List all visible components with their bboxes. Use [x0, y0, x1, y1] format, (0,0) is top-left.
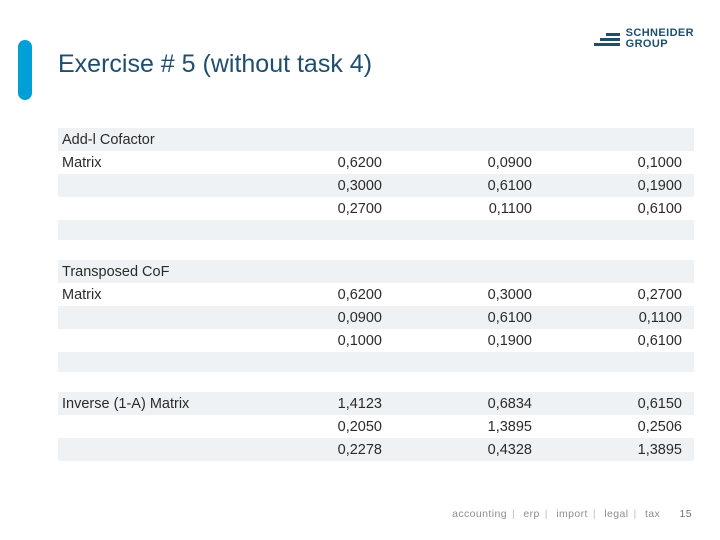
cell: 0,1900 — [544, 174, 694, 197]
cell-empty — [58, 197, 244, 220]
cell-empty — [544, 260, 694, 283]
cell-empty — [58, 438, 244, 461]
cell: 0,6200 — [244, 283, 394, 306]
cell: 0,2278 — [244, 438, 394, 461]
cell: 0,1000 — [244, 329, 394, 352]
cell: 0,6100 — [544, 197, 694, 220]
matrix-table: Add-l Cofactor Matrix 0,6200 0,0900 0,10… — [58, 128, 694, 461]
cell-empty — [544, 128, 694, 151]
footer-item: tax — [645, 508, 660, 520]
accent-bar — [18, 40, 32, 100]
cell: 0,6100 — [394, 306, 544, 329]
cell: 1,3895 — [544, 438, 694, 461]
cell: 0,6834 — [394, 392, 544, 415]
footer-item: accounting — [452, 508, 507, 520]
cell: 0,1100 — [394, 197, 544, 220]
cell-empty — [244, 260, 394, 283]
cell: 0,6200 — [244, 151, 394, 174]
cell: 0,2506 — [544, 415, 694, 438]
cell-empty — [394, 260, 544, 283]
cell: 0,3000 — [394, 283, 544, 306]
cell: 0,2700 — [544, 283, 694, 306]
brand-logo: SCHNEIDER GROUP — [594, 28, 694, 50]
cell-empty — [58, 329, 244, 352]
footer-item: import — [556, 508, 588, 520]
section-label-transposed-line1: Transposed CoF — [58, 260, 244, 283]
cell: 1,4123 — [244, 392, 394, 415]
cell: 0,6100 — [394, 174, 544, 197]
footer: accounting| erp| import| legal| tax 15 — [452, 508, 692, 520]
cell: 0,1000 — [544, 151, 694, 174]
cell: 0,6150 — [544, 392, 694, 415]
section-label-transposed-line2: Matrix — [58, 283, 244, 306]
cell: 0,3000 — [244, 174, 394, 197]
cell: 0,1900 — [394, 329, 544, 352]
page-number: 15 — [680, 508, 692, 520]
page-title: Exercise # 5 (without task 4) — [58, 50, 372, 79]
cell-empty — [58, 174, 244, 197]
cell-empty — [244, 128, 394, 151]
cell-empty — [58, 415, 244, 438]
cell: 0,2050 — [244, 415, 394, 438]
footer-item: legal — [604, 508, 628, 520]
cell: 0,2700 — [244, 197, 394, 220]
logo-text-line2: GROUP — [626, 39, 694, 50]
footer-item: erp — [523, 508, 539, 520]
cell-empty — [394, 128, 544, 151]
cell: 0,1100 — [544, 306, 694, 329]
cell: 0,6100 — [544, 329, 694, 352]
cell: 0,0900 — [244, 306, 394, 329]
section-label-inverse: Inverse (1-A) Matrix — [58, 392, 244, 415]
section-label-addl-line2: Matrix — [58, 151, 244, 174]
cell-empty — [58, 306, 244, 329]
cell: 0,4328 — [394, 438, 544, 461]
section-label-addl-line1: Add-l Cofactor — [58, 128, 244, 151]
cell: 0,0900 — [394, 151, 544, 174]
logo-bars-icon — [594, 33, 620, 46]
cell: 1,3895 — [394, 415, 544, 438]
